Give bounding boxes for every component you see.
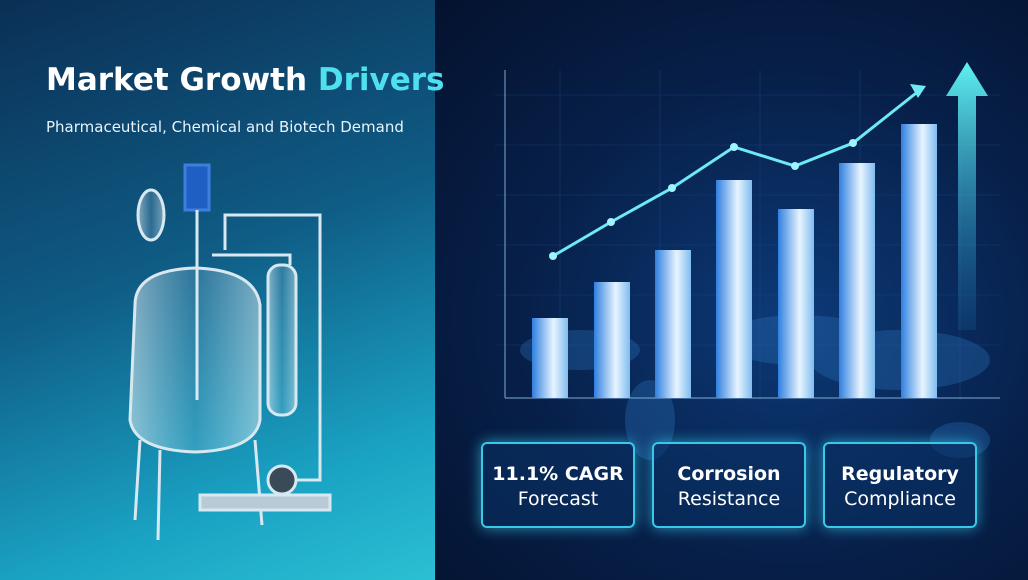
card-line: Regulatory — [841, 463, 959, 485]
card-line: 11.1% CAGR — [492, 463, 624, 485]
stat-card: Corrosion Resistance — [652, 442, 806, 528]
title-main: Market Growth — [46, 62, 308, 98]
title: Market Growth Drivers — [46, 62, 444, 98]
stat-card: Regulatory Compliance — [823, 442, 977, 528]
stat-card: 11.1% CAGR Forecast — [481, 442, 635, 528]
card-line: Forecast — [517, 488, 599, 510]
title-highlight: Drivers — [317, 62, 445, 98]
subtitle: Pharmaceutical, Chemical and Biotech Dem… — [46, 118, 404, 136]
trend-points — [549, 139, 857, 260]
trend-arrowhead — [910, 84, 926, 98]
reactor — [128, 163, 332, 541]
card-line: Compliance — [844, 488, 956, 510]
growth-arrow — [946, 62, 988, 330]
card-line: Resistance — [677, 488, 781, 510]
card-line: Corrosion — [677, 463, 781, 485]
bars — [532, 124, 937, 398]
